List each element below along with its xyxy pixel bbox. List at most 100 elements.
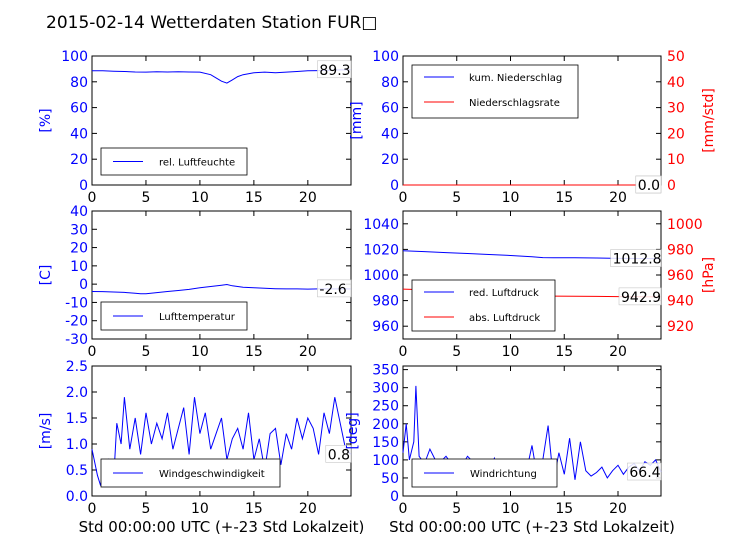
legend-entry: Windrichtung <box>470 469 537 480</box>
y-tick-label: 1020 <box>363 242 399 258</box>
legend-box <box>411 279 556 332</box>
y-tick-label: 80 <box>381 75 399 91</box>
legend-entry: abs. Luftdruck <box>469 313 540 324</box>
y-tick-label: 40 <box>70 126 88 142</box>
legend-entry: kum. Niederschlag <box>469 73 562 84</box>
x-tick-label: 0 <box>88 190 97 206</box>
x-tick-label: 0 <box>88 344 97 360</box>
x-tick-label: 0 <box>399 344 408 360</box>
x-tick-label: 10 <box>502 501 520 517</box>
y-tick-label: 60 <box>381 101 399 117</box>
series-line-rel-luftfeuchte <box>92 69 352 84</box>
x-tick-label: 0 <box>399 190 408 206</box>
y-tick-label: 2.5 <box>66 359 88 375</box>
y-tick-label: -20 <box>65 314 88 330</box>
legend-box <box>411 64 579 119</box>
x-tick-label: 15 <box>555 344 573 360</box>
x-tick-label: 15 <box>555 190 573 206</box>
last-value-box <box>325 445 352 463</box>
legend-entry: red. Luftdruck <box>469 288 539 299</box>
y-tick-label: 100 <box>372 453 399 469</box>
y-tick-label: 2.0 <box>66 385 88 401</box>
y-tick-label: 1000 <box>363 268 399 284</box>
x-tick-label: 15 <box>245 190 263 206</box>
y-tick-label: 350 <box>372 363 399 379</box>
x-tick-label: 5 <box>452 190 461 206</box>
y-tick-label: 80 <box>70 75 88 91</box>
last-value-label: 89.3 <box>319 63 350 79</box>
x-tick-label: 15 <box>245 344 263 360</box>
y-tick-label: 60 <box>70 101 88 117</box>
y-tick-label: 0 <box>390 489 399 505</box>
y-right-tick-label: 30 <box>667 101 685 117</box>
pressure-panel: 0 5 10 15 20 960 980 1000 1020 1040 920 940 960 980 10… <box>363 210 717 360</box>
y-tick-label: 20 <box>70 241 88 257</box>
x-tick-label: 10 <box>191 344 209 360</box>
y-right-tick-label: 50 <box>667 49 685 65</box>
y-right-tick-label: 10 <box>667 152 685 168</box>
precipitation-panel: 0 5 10 15 20 0 20 40 60 80 100 0 10 20 30 40 50 [mm] [mm/s… <box>349 49 717 206</box>
last-value-box <box>610 249 662 267</box>
y-tick-label: 1.5 <box>66 411 88 427</box>
x-tick-label: 5 <box>141 344 150 360</box>
series-line-lufttemperatur <box>91 283 351 295</box>
y-tick-label: 40 <box>70 204 88 220</box>
x-tick-label: 0 <box>399 501 408 517</box>
x-axis-label: Std 00:00:00 UTC (+-23 Std Lokalzeit) <box>389 518 675 536</box>
y-tick-label: 40 <box>381 126 399 142</box>
y-axis-label: [%] <box>38 108 54 132</box>
y-axis-label: [m/s] <box>38 413 54 450</box>
y-tick-label: 250 <box>372 399 399 415</box>
last-value-label: -2.6 <box>319 282 346 298</box>
temperature-panel: 0 5 10 15 20 -30 -20 -10 0 10 20 30 40 [C] -2.6 Lufttem… <box>38 204 352 360</box>
last-value-box <box>635 175 662 194</box>
y-tick-label: 960 <box>372 319 399 335</box>
x-tick-label: 10 <box>502 344 520 360</box>
y-tick-label: 980 <box>372 294 399 310</box>
legend-entry: Lufttemperatur <box>159 312 236 323</box>
x-tick-label: 5 <box>452 344 461 360</box>
last-value-box <box>317 60 352 79</box>
x-axis-label: Std 00:00:00 UTC (+-23 Std Lokalzeit) <box>79 518 365 536</box>
last-value-box <box>627 462 662 481</box>
last-value-box <box>618 287 662 306</box>
x-tick-label: 20 <box>299 190 317 206</box>
x-tick-label: 10 <box>502 190 520 206</box>
y-tick-label: 0 <box>390 178 399 194</box>
x-tick-label: 20 <box>299 501 317 517</box>
y-right-tick-label: 20 <box>667 126 685 142</box>
y-right-tick-label: 1000 <box>667 217 703 233</box>
y-tick-label: 0 <box>79 178 88 194</box>
x-tick-label: 20 <box>609 344 627 360</box>
y-tick-label: 0 <box>79 277 88 293</box>
y-right-axis-label: [hPa] <box>701 257 717 293</box>
y-right-tick-label: 920 <box>667 319 694 335</box>
y-tick-label: 1040 <box>363 217 399 233</box>
last-value-label: 0.8 <box>328 447 350 463</box>
x-tick-label: 5 <box>141 190 150 206</box>
x-tick-label: 15 <box>555 501 573 517</box>
y-right-tick-label: 940 <box>667 294 694 310</box>
y-tick-label: 1.0 <box>66 437 88 453</box>
legend-entry: Niederschlagsrate <box>469 98 560 109</box>
y-tick-label: 20 <box>381 152 399 168</box>
x-tick-label: 5 <box>452 501 461 517</box>
windspeed-panel: 0 5 10 15 20 0.0 0.5 1.0 1.5 2.0 2.5 [m/s] Std 00:00… <box>38 359 364 536</box>
last-value-label: 66.4 <box>629 465 660 481</box>
last-value-label: 942.9 <box>621 290 661 306</box>
last-value-box <box>317 279 352 298</box>
y-tick-label: 20 <box>70 152 88 168</box>
y-axis-label: [deg] <box>345 412 361 449</box>
legend-entry: Windgeschwindigkeit <box>159 469 265 480</box>
x-tick-label: 20 <box>609 190 627 206</box>
x-tick-label: 10 <box>191 190 209 206</box>
y-tick-label: 0.0 <box>66 489 88 505</box>
y-tick-label: -30 <box>65 332 88 348</box>
y-tick-label: 100 <box>61 49 88 65</box>
y-tick-label: -10 <box>65 295 88 311</box>
y-right-axis-label: [mm/std] <box>701 88 717 153</box>
y-tick-label: 300 <box>372 381 399 397</box>
y-tick-label: 0.5 <box>66 463 88 479</box>
series-line-windgeschwindigkeit <box>91 397 352 486</box>
